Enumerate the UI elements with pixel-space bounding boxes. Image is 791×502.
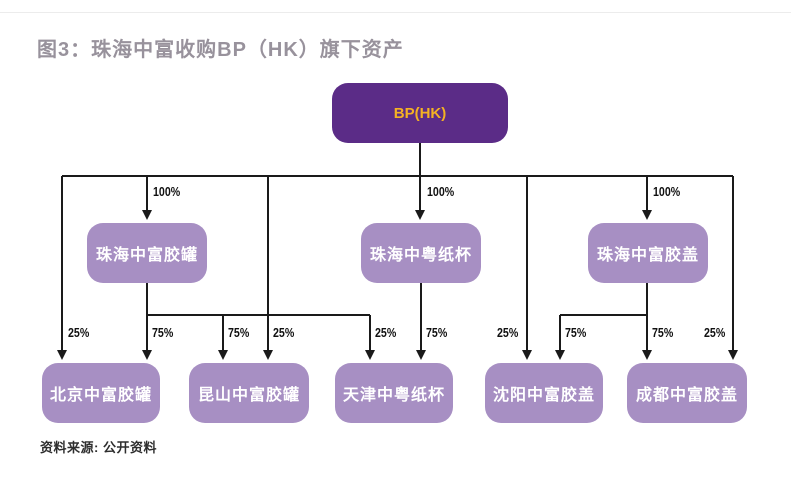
figure-title: 图3：珠海中富收购BP（HK）旗下资产 [37, 39, 404, 61]
edge-label-jiaogai-shenyang: 75% [565, 326, 587, 340]
node-zhuhai-zhongyue-zhibei: 珠海中粤纸杯 [361, 223, 481, 283]
node-bp-hk-label: BP(HK) [393, 104, 447, 122]
edge-label-bp-beijing: 25% [68, 326, 90, 340]
node-label: 珠海中富胶盖 [596, 247, 699, 264]
node-label: 沈阳中富胶盖 [492, 387, 595, 404]
node-zhuhai-zhongfu-jiaogai: 珠海中富胶盖 [588, 223, 708, 283]
edge-label-bp-zhibei: 100% [427, 185, 455, 199]
edge-label-bp-kunshan: 25% [273, 326, 295, 340]
node-label: 珠海中富胶罐 [95, 247, 198, 264]
top-divider [0, 12, 791, 13]
node-chengdu-zhongfu-jiaogai: 成都中富胶盖 [627, 363, 747, 423]
source-note: 资料来源: 公开资料 [40, 440, 157, 455]
node-label: 成都中富胶盖 [635, 387, 738, 404]
edge-label-bp-jiaogai: 100% [653, 185, 681, 199]
edge-label-jiaogai-chengdu: 75% [652, 326, 674, 340]
edge-label-jiaoguan-kunshan: 75% [228, 326, 250, 340]
node-kunshan-zhongfu-jiaoguan: 昆山中富胶罐 [189, 363, 309, 423]
node-bp-hk: BP(HK) [332, 83, 508, 143]
edge-label-bp-shenyang: 25% [497, 326, 519, 340]
edge-label-zhibei-tianjin: 75% [426, 326, 448, 340]
node-beijing-zhongfu-jiaoguan: 北京中富胶罐 [42, 363, 160, 423]
node-tianjin-zhongyue-zhibei: 天津中粤纸杯 [335, 363, 453, 423]
edge-label-jiaoguan-tianjin: 25% [375, 326, 397, 340]
node-label: 珠海中粤纸杯 [369, 247, 472, 264]
node-shenyang-zhongfu-jiaogai: 沈阳中富胶盖 [485, 363, 603, 423]
node-zhuhai-zhongfu-jiaoguan: 珠海中富胶罐 [87, 223, 207, 283]
connector-strokes [61, 143, 734, 352]
arrowheads [57, 210, 738, 360]
node-label: 北京中富胶罐 [49, 387, 152, 404]
edge-label-bp-chengdu: 25% [704, 326, 726, 340]
node-label: 昆山中富胶罐 [197, 387, 300, 404]
edge-label-bp-jiaoguan: 100% [153, 185, 181, 199]
edge-label-jiaoguan-beijing: 75% [152, 326, 174, 340]
node-label: 天津中粤纸杯 [342, 387, 445, 404]
